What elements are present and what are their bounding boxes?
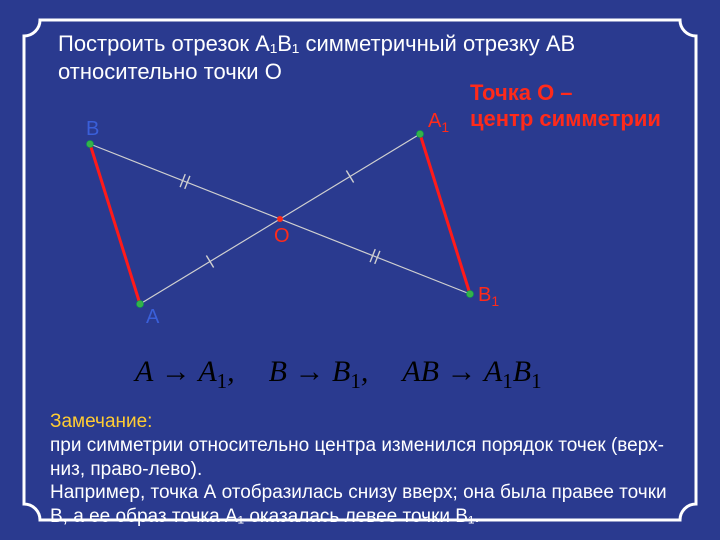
note-body-1: при симметрии относительно центра измени… <box>50 435 664 480</box>
point-label-o: О <box>274 225 290 248</box>
point-label-b: В <box>86 118 99 141</box>
symmetry-diagram <box>0 0 720 380</box>
remark-note: Замечание: при симметрии относительно це… <box>50 410 670 529</box>
mapping-expression: A → A1,B → B1,AB → A1B1 <box>135 355 542 394</box>
note-body-2: Например, точка А отобразилась снизу вве… <box>50 482 667 527</box>
point-label-a1: А1 <box>428 110 449 135</box>
point-label-a: А <box>146 306 159 329</box>
note-lead: Замечание: <box>50 411 152 432</box>
slide-frame: Построить отрезок А₁В₁ симметричный отре… <box>0 0 720 540</box>
point-label-b1: В1 <box>478 284 499 309</box>
